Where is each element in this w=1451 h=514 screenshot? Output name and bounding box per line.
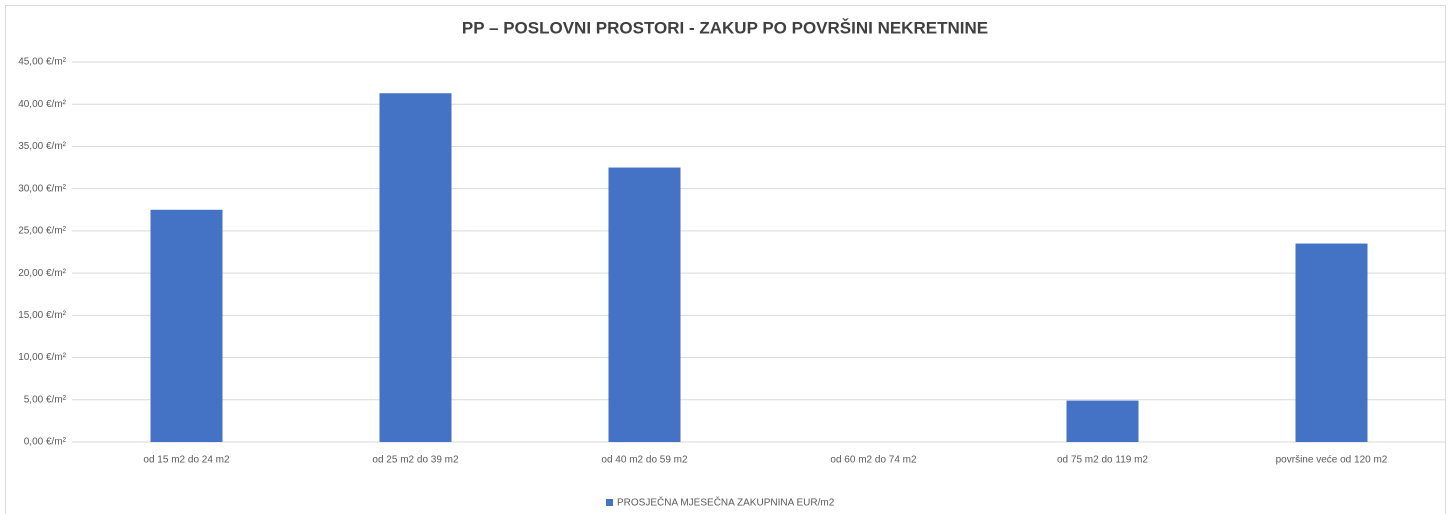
bar <box>379 93 452 442</box>
bar <box>608 167 681 443</box>
bar <box>1295 243 1368 442</box>
chart-title: PP – POSLOVNI PROSTORI - ZAKUP PO POVRŠI… <box>462 18 988 37</box>
y-tick-label: 0,00 €/m² <box>24 437 67 448</box>
y-tick-label: 20,00 €/m² <box>18 268 66 279</box>
y-tick-label: 25,00 €/m² <box>18 226 66 237</box>
x-tick-label: od 60 m2 do 74 m2 <box>830 455 917 466</box>
y-tick-label: 5,00 €/m² <box>24 394 67 405</box>
chart-frame <box>5 5 1446 514</box>
y-tick-label: 10,00 €/m² <box>18 352 66 363</box>
x-tick-label: od 75 m2 do 119 m2 <box>1057 455 1148 466</box>
bar <box>1066 400 1139 442</box>
bar <box>150 209 223 442</box>
x-tick-label: od 25 m2 do 39 m2 <box>372 455 459 466</box>
y-tick-label: 40,00 €/m² <box>18 99 66 110</box>
y-tick-label: 35,00 €/m² <box>18 141 66 152</box>
y-tick-label: 15,00 €/m² <box>18 310 66 321</box>
x-tick-label: površine veće od 120 m2 <box>1276 455 1388 466</box>
legend-label: PROSJEČNA MJESEČNA ZAKUPNINA EUR/m2 <box>617 496 835 509</box>
x-tick-label: od 15 m2 do 24 m2 <box>143 455 230 466</box>
legend-swatch <box>606 499 613 506</box>
y-tick-label: 30,00 €/m² <box>18 183 66 194</box>
x-tick-label: od 40 m2 do 59 m2 <box>601 455 688 466</box>
y-tick-label: 45,00 €/m² <box>18 57 66 68</box>
